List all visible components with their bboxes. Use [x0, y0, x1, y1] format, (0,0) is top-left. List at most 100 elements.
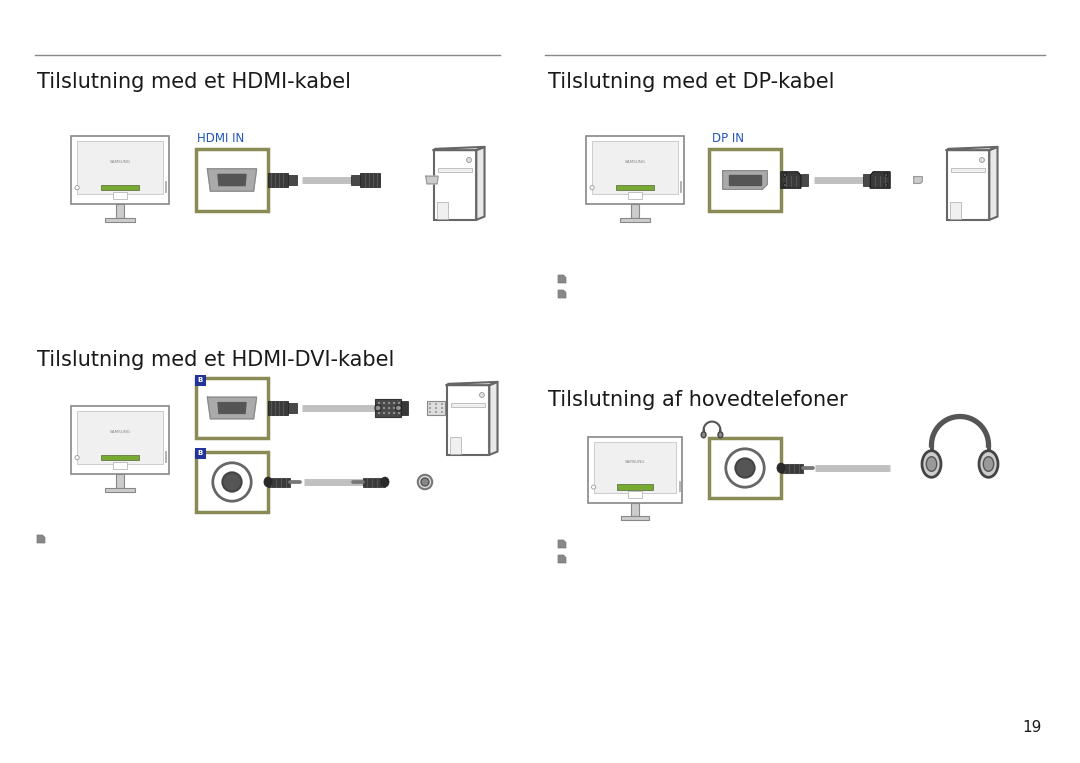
Polygon shape — [558, 290, 566, 298]
Bar — [268, 401, 287, 415]
Circle shape — [421, 478, 429, 486]
Bar — [627, 491, 643, 497]
Bar — [116, 474, 124, 488]
Text: SAMSUNG: SAMSUNG — [625, 460, 645, 464]
Text: DP IN: DP IN — [712, 132, 744, 145]
Bar — [588, 437, 683, 503]
Circle shape — [213, 463, 252, 501]
Circle shape — [442, 411, 443, 413]
Bar — [450, 403, 485, 407]
Circle shape — [783, 173, 787, 177]
Bar — [427, 401, 445, 414]
Circle shape — [383, 412, 384, 414]
Bar — [71, 136, 168, 204]
Circle shape — [393, 402, 395, 404]
Text: Tilslutning med et HDMI-DVI-kabel: Tilslutning med et HDMI-DVI-kabel — [37, 350, 394, 370]
Bar — [268, 478, 289, 487]
Circle shape — [388, 407, 390, 409]
Polygon shape — [434, 146, 485, 150]
Circle shape — [388, 402, 390, 404]
Circle shape — [399, 407, 400, 409]
Ellipse shape — [381, 477, 389, 487]
Text: Tilslutning af hovedtelefoner: Tilslutning af hovedtelefoner — [548, 390, 848, 410]
Bar — [631, 204, 639, 217]
Circle shape — [383, 407, 384, 409]
Bar — [375, 399, 402, 417]
Bar — [71, 406, 168, 474]
Circle shape — [399, 412, 400, 414]
Bar — [586, 136, 684, 204]
Bar — [195, 378, 268, 438]
Polygon shape — [870, 172, 890, 188]
Circle shape — [442, 407, 443, 409]
Bar — [116, 204, 124, 217]
Circle shape — [399, 402, 400, 404]
Circle shape — [726, 449, 765, 488]
Bar — [594, 442, 676, 493]
Polygon shape — [558, 555, 566, 563]
Polygon shape — [37, 535, 45, 543]
Polygon shape — [489, 382, 498, 455]
Circle shape — [429, 407, 431, 409]
Polygon shape — [989, 146, 998, 220]
Bar — [947, 150, 989, 220]
Polygon shape — [723, 171, 767, 189]
Ellipse shape — [718, 432, 723, 438]
Bar — [102, 185, 138, 191]
Polygon shape — [207, 169, 257, 192]
Ellipse shape — [983, 457, 994, 472]
Ellipse shape — [927, 457, 936, 472]
Circle shape — [429, 411, 431, 413]
Circle shape — [418, 475, 432, 489]
Bar — [105, 217, 135, 222]
Circle shape — [783, 183, 787, 187]
Bar — [627, 192, 643, 198]
Polygon shape — [947, 146, 998, 150]
Text: SAMSUNG: SAMSUNG — [624, 159, 646, 164]
Polygon shape — [218, 175, 246, 185]
Bar — [77, 410, 163, 464]
Polygon shape — [558, 275, 566, 283]
Bar — [617, 185, 653, 191]
Bar — [617, 485, 653, 490]
Polygon shape — [729, 175, 760, 185]
Bar — [863, 174, 870, 186]
Bar — [105, 488, 135, 492]
Bar — [287, 175, 297, 185]
Bar — [194, 448, 205, 459]
Text: SAMSUNG: SAMSUNG — [109, 430, 131, 434]
Polygon shape — [207, 398, 257, 419]
Bar — [592, 140, 678, 194]
Polygon shape — [218, 403, 246, 414]
Ellipse shape — [264, 477, 272, 487]
Circle shape — [375, 405, 381, 411]
Circle shape — [393, 412, 395, 414]
Bar — [268, 172, 287, 187]
Bar — [620, 217, 650, 222]
Polygon shape — [476, 146, 485, 220]
Circle shape — [378, 402, 380, 404]
Circle shape — [467, 157, 471, 163]
Circle shape — [75, 185, 79, 190]
Circle shape — [388, 412, 390, 414]
Bar — [708, 438, 781, 498]
Bar — [287, 403, 297, 414]
Polygon shape — [781, 172, 800, 188]
Bar — [450, 437, 461, 454]
Bar — [351, 175, 361, 185]
Bar — [631, 503, 639, 516]
Circle shape — [480, 392, 485, 398]
Circle shape — [592, 485, 596, 489]
Circle shape — [383, 402, 384, 404]
Bar — [447, 385, 489, 455]
Circle shape — [378, 407, 380, 409]
Circle shape — [395, 405, 402, 411]
Circle shape — [435, 407, 436, 409]
Circle shape — [75, 456, 79, 460]
Text: HDMI IN: HDMI IN — [197, 132, 244, 145]
Polygon shape — [426, 176, 438, 184]
Ellipse shape — [978, 451, 998, 478]
Bar — [708, 149, 781, 211]
Bar — [800, 174, 808, 186]
Circle shape — [222, 472, 242, 491]
